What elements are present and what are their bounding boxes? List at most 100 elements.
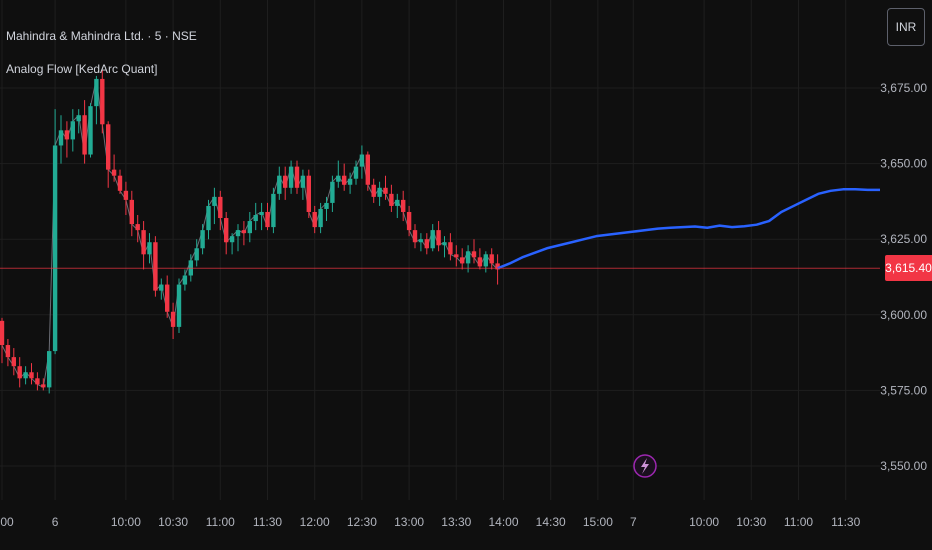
x-tick-label: 11:00 [784, 515, 813, 529]
candle-down [224, 218, 229, 243]
x-tick-label: 13:30 [441, 515, 471, 529]
candle-down [106, 124, 111, 170]
y-tick-label: 3,625.00 [880, 232, 927, 246]
event-marker[interactable] [633, 454, 657, 478]
x-tick-label: 7 [630, 515, 637, 529]
candle-down [41, 384, 46, 388]
candle-down [123, 190, 129, 200]
x-tick-label: 5:00 [0, 515, 14, 529]
candle-up [23, 372, 28, 379]
candle-down [241, 230, 247, 234]
x-tick-label: 10:30 [158, 515, 188, 529]
candle-down [165, 284, 170, 312]
candle-down [141, 230, 146, 255]
candle-up [330, 181, 335, 203]
candle-up [277, 175, 282, 194]
last-price-badge: 3,615.40 [885, 255, 932, 281]
candle-down [170, 311, 176, 327]
x-axis: 5:00 6 10:00 10:30 11:00 11:30 12:00 12:30 13:00… [0, 515, 861, 529]
candle-up [70, 121, 75, 140]
candle-down [17, 366, 22, 379]
candle-up [359, 154, 365, 167]
candle-down [82, 115, 87, 155]
candle-up [336, 175, 341, 182]
candle-up [206, 205, 211, 231]
candle-down [412, 230, 418, 243]
candle-down [389, 193, 394, 206]
candle-down [383, 187, 388, 194]
candle-down [218, 196, 223, 219]
symbol-legend[interactable]: Mahindra & Mahindra Ltd. · 5 · NSE [6, 29, 197, 43]
y-tick-label: 3,650.00 [880, 157, 927, 171]
y-tick-label: 3,550.00 [880, 459, 927, 473]
candle-up [288, 166, 294, 188]
x-tick-label: 13:00 [394, 515, 424, 529]
candle-up [159, 284, 164, 291]
x-tick-label: 10:00 [689, 515, 719, 529]
candle-down [365, 154, 370, 185]
lightning-icon [641, 458, 649, 474]
candle-down [312, 211, 317, 228]
candle-up [52, 145, 58, 352]
candle-down [406, 211, 412, 231]
candle-down [471, 251, 477, 258]
indicator-legend[interactable]: Analog Flow [KedArc Quant] [6, 62, 158, 76]
candle-down [265, 211, 270, 228]
candle-up [247, 221, 252, 234]
candle-down [294, 166, 300, 188]
candle-up [194, 248, 199, 261]
candle-up [176, 284, 182, 327]
candle-down [64, 130, 70, 140]
candle-up [300, 175, 306, 188]
y-tick-label: 3,575.00 [880, 383, 927, 397]
candle-down [477, 257, 483, 267]
x-tick-label: 14:00 [488, 515, 518, 529]
x-tick-label: 12:00 [300, 515, 330, 529]
currency-button[interactable]: INR [887, 8, 925, 46]
candle-up [430, 230, 435, 249]
candle-down [342, 175, 347, 185]
candle-up [442, 242, 447, 246]
x-tick-label: 11:00 [206, 515, 235, 529]
x-tick-label: 12:30 [347, 515, 377, 529]
candle-down [436, 230, 441, 246]
candle-up [318, 208, 323, 228]
candle-up [212, 196, 217, 206]
x-tick-label: 10:00 [111, 515, 141, 529]
candle-up [377, 187, 382, 197]
candle-up [253, 215, 258, 222]
candle-up [465, 251, 471, 264]
candle-down [489, 254, 494, 264]
x-tick-label: 6 [52, 515, 59, 529]
candle-up [418, 239, 424, 243]
x-tick-label: 15:00 [583, 515, 613, 529]
candle-up [94, 78, 99, 107]
candle-up [229, 236, 235, 243]
x-tick-label: 11:30 [831, 515, 860, 529]
candle-down [306, 175, 311, 212]
candle-down [117, 175, 123, 191]
candle-up [483, 254, 488, 267]
candle-down [0, 320, 5, 346]
forecast-series [497, 188, 880, 270]
candle-up [88, 106, 93, 155]
candle-down [129, 199, 134, 225]
candlestick-series [0, 69, 500, 394]
candle-down [29, 372, 34, 379]
candle-up [235, 230, 241, 237]
candle-up [395, 199, 400, 206]
candle-up [182, 275, 188, 285]
candle-up [347, 178, 353, 185]
grid-lines [0, 0, 880, 500]
candle-down [495, 263, 500, 270]
candle-down [11, 357, 16, 367]
forecast-line [497, 188, 880, 270]
candle-down [448, 242, 453, 255]
candle-down [401, 199, 406, 212]
candle-down [460, 257, 465, 264]
candle-down [35, 378, 40, 385]
candle-down [135, 224, 140, 231]
candle-up [58, 130, 64, 146]
candle-down [283, 175, 288, 188]
